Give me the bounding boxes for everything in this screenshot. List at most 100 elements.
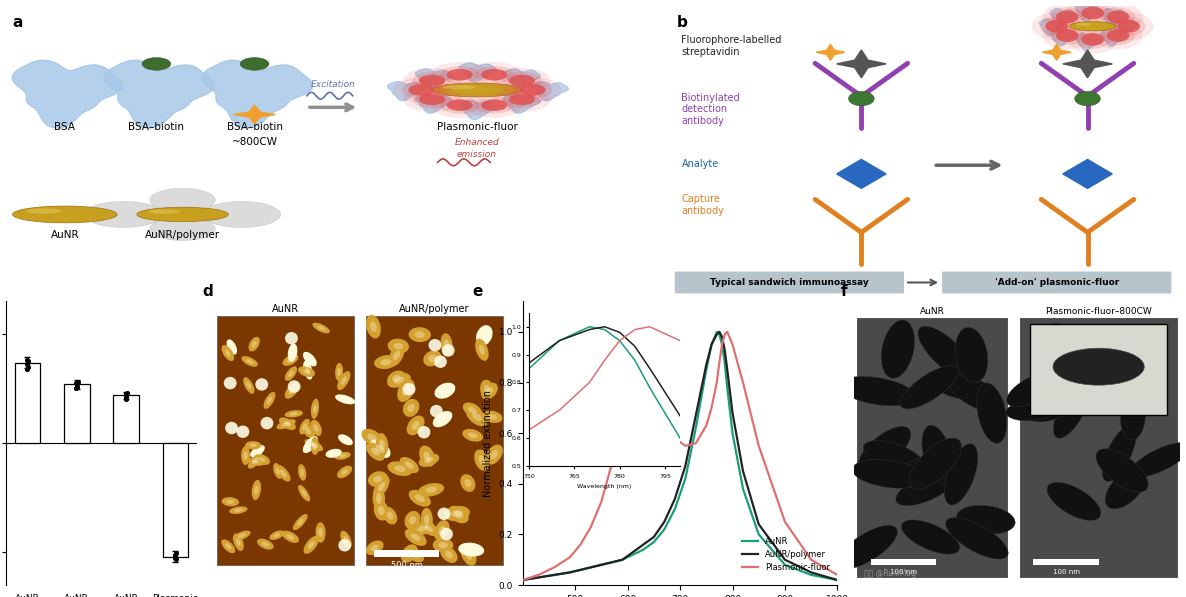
Plasmonic-fluor	[718, 331, 732, 338]
AuNR	[726, 430, 740, 437]
Text: Biotinylated
detection
antibody: Biotinylated detection antibody	[682, 93, 740, 126]
Ellipse shape	[977, 383, 1007, 444]
FancyBboxPatch shape	[942, 272, 1172, 294]
AuNR/polymer	[778, 556, 792, 564]
Ellipse shape	[1105, 467, 1147, 509]
AuNR	[584, 564, 598, 571]
Plasmonic-fluor	[573, 541, 587, 548]
Polygon shape	[531, 82, 568, 101]
Point	[166, 550, 185, 559]
Circle shape	[236, 426, 249, 438]
Ellipse shape	[312, 322, 330, 333]
Ellipse shape	[288, 370, 294, 377]
Ellipse shape	[393, 350, 400, 361]
Bar	[375, 550, 439, 556]
Ellipse shape	[425, 525, 433, 532]
Ellipse shape	[366, 315, 381, 338]
AuNR	[700, 367, 714, 374]
Circle shape	[431, 405, 442, 417]
AuNR/polymer	[563, 569, 578, 576]
Circle shape	[503, 91, 542, 108]
Polygon shape	[503, 69, 541, 88]
Point	[18, 364, 37, 374]
AuNR/polymer	[646, 533, 661, 540]
Point	[19, 356, 38, 366]
AuNR/polymer	[735, 467, 750, 475]
Circle shape	[1056, 11, 1078, 23]
Ellipse shape	[383, 507, 397, 525]
Ellipse shape	[84, 201, 162, 227]
Ellipse shape	[444, 506, 470, 521]
Ellipse shape	[291, 349, 295, 357]
Ellipse shape	[148, 210, 180, 214]
Ellipse shape	[863, 441, 925, 473]
Plasmonic-fluor	[594, 498, 608, 505]
Polygon shape	[836, 159, 886, 189]
Ellipse shape	[246, 441, 261, 450]
Ellipse shape	[339, 454, 346, 457]
Ellipse shape	[282, 354, 299, 366]
Ellipse shape	[227, 339, 237, 355]
Ellipse shape	[227, 500, 234, 504]
Point	[117, 393, 136, 402]
AuNR	[605, 559, 619, 566]
Ellipse shape	[1096, 449, 1148, 492]
Ellipse shape	[412, 421, 420, 430]
Bar	[1020, 319, 1177, 577]
Ellipse shape	[425, 515, 429, 525]
Ellipse shape	[222, 497, 238, 506]
Ellipse shape	[1102, 425, 1136, 481]
Ellipse shape	[370, 321, 377, 332]
Circle shape	[225, 421, 238, 434]
Point	[68, 382, 87, 392]
AuNR/polymer	[726, 410, 740, 417]
Text: AuNR: AuNR	[920, 307, 945, 316]
Ellipse shape	[1007, 373, 1057, 407]
Ellipse shape	[310, 442, 318, 448]
Ellipse shape	[254, 454, 270, 465]
Plasmonic-fluor	[531, 571, 546, 578]
Plasmonic-fluor	[636, 389, 650, 396]
Ellipse shape	[342, 438, 349, 442]
Plasmonic-fluor	[616, 424, 630, 432]
Ellipse shape	[381, 359, 391, 365]
Ellipse shape	[302, 436, 318, 453]
Ellipse shape	[419, 445, 435, 467]
Ellipse shape	[337, 368, 340, 376]
AuNR	[573, 567, 587, 574]
Polygon shape	[1042, 44, 1071, 60]
Ellipse shape	[254, 485, 259, 494]
AuNR	[678, 475, 693, 482]
Ellipse shape	[302, 369, 311, 374]
Polygon shape	[836, 50, 886, 78]
Polygon shape	[816, 44, 844, 60]
Circle shape	[431, 93, 489, 118]
Polygon shape	[459, 63, 497, 82]
Circle shape	[255, 378, 268, 390]
Ellipse shape	[468, 407, 477, 414]
Ellipse shape	[311, 420, 321, 436]
Ellipse shape	[249, 337, 260, 352]
Polygon shape	[1101, 8, 1127, 26]
Ellipse shape	[472, 413, 482, 421]
Ellipse shape	[300, 469, 304, 476]
Ellipse shape	[445, 550, 453, 558]
Plasmonic-fluor	[713, 359, 727, 366]
Ellipse shape	[395, 466, 406, 472]
Text: Analyte: Analyte	[682, 159, 719, 170]
Point	[116, 390, 135, 400]
Text: emission: emission	[457, 149, 497, 159]
Point	[117, 388, 136, 398]
AuNR	[718, 359, 732, 366]
AuNR/polymer	[715, 333, 729, 340]
Ellipse shape	[318, 528, 323, 537]
Ellipse shape	[918, 326, 974, 379]
Ellipse shape	[482, 383, 498, 399]
Circle shape	[1076, 30, 1110, 49]
Ellipse shape	[229, 343, 234, 350]
Ellipse shape	[274, 533, 280, 537]
Circle shape	[1082, 7, 1104, 20]
Ellipse shape	[283, 421, 292, 427]
Ellipse shape	[1048, 323, 1088, 361]
Circle shape	[1040, 17, 1073, 36]
